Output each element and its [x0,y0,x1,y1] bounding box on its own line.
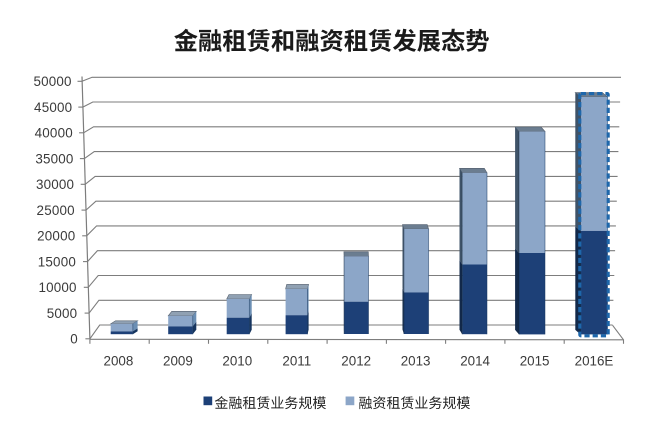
svg-text:2010: 2010 [222,354,252,369]
svg-text:40000: 40000 [35,126,73,141]
svg-text:15000: 15000 [38,254,76,269]
svg-text:2014: 2014 [460,354,490,369]
svg-text:2016E: 2016E [575,354,614,369]
svg-text:25000: 25000 [37,203,75,218]
svg-text:2012: 2012 [341,354,371,369]
svg-text:2015: 2015 [520,354,550,369]
svg-text:10000: 10000 [38,280,76,295]
svg-text:2008: 2008 [104,354,134,369]
svg-text:2013: 2013 [401,354,431,369]
svg-text:20000: 20000 [37,229,75,244]
svg-text:5000: 5000 [47,306,78,321]
svg-text:2011: 2011 [282,354,311,369]
svg-text:45000: 45000 [34,100,72,115]
svg-text:35000: 35000 [35,151,73,166]
svg-text:30000: 30000 [36,177,74,192]
svg-text:2009: 2009 [163,354,193,369]
svg-text:0: 0 [70,332,78,347]
svg-text:50000: 50000 [33,74,71,89]
